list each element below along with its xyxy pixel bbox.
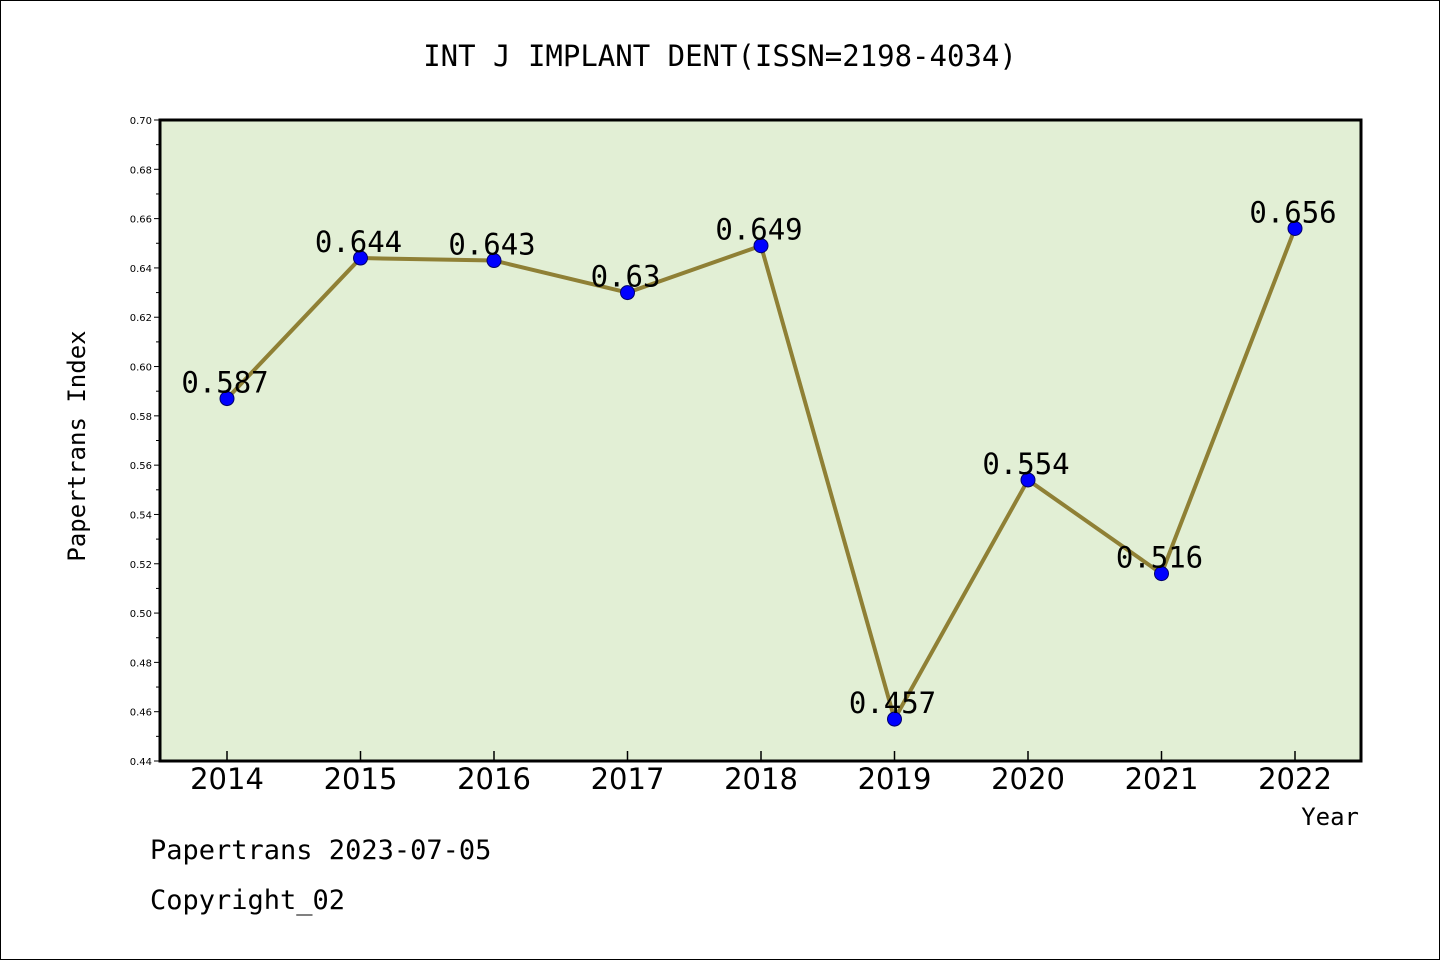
y-tick-label: 0.64 [130, 264, 152, 275]
y-axis-ticks: 0.44 0.46 0.48 0.50 0.52 0.54 0.56 0.58 0.60 0.62… [130, 116, 160, 768]
data-point-marker [887, 711, 902, 727]
data-label: 0.457 [849, 686, 936, 720]
y-tick-label: 0.62 [130, 313, 152, 324]
y-tick-label: 0.70 [130, 116, 152, 127]
data-label: 0.656 [1249, 195, 1336, 229]
plot-area [158, 118, 1363, 763]
data-labels: 0.587 0.644 0.643 0.63 0.649 0.457 0.554 0.516 0… [181, 195, 1336, 720]
data-point-marker [353, 250, 368, 266]
chart-title: INT J IMPLANT DENT(ISSN=2198-4034) [423, 39, 1017, 73]
data-label: 0.516 [1116, 541, 1203, 575]
footer-copyright-text: Copyright_02 [150, 885, 346, 916]
data-label: 0.554 [982, 447, 1069, 481]
data-point-marker [219, 391, 235, 407]
y-tick-label: 0.50 [130, 609, 152, 620]
y-tick-label: 0.52 [130, 560, 152, 571]
x-tick-label: 2019 [858, 762, 932, 796]
x-tick-label: 2018 [724, 762, 798, 796]
x-tick-label: 2021 [1125, 762, 1199, 796]
data-point-marker [753, 238, 769, 254]
footer-date-text: Papertrans 2023-07-05 [150, 835, 492, 866]
data-point-marker [1154, 566, 1169, 582]
x-axis-ticks: 2014 2015 2016 2017 2018 2019 2020 2021 2022 [190, 751, 1332, 796]
x-tick-label: 2022 [1258, 762, 1332, 796]
y-tick-label: 0.58 [130, 412, 152, 423]
y-axis-label: Papertrans Index [63, 330, 91, 561]
y-tick-label: 0.48 [130, 658, 152, 669]
data-label: 0.649 [715, 213, 802, 247]
data-label: 0.643 [448, 228, 535, 262]
y-tick-label: 0.56 [130, 461, 152, 472]
data-point-marker [620, 285, 635, 301]
y-tick-label: 0.44 [130, 757, 152, 768]
y-tick-label: 0.60 [130, 363, 152, 374]
x-tick-label: 2017 [591, 762, 665, 796]
y-tick-label: 0.46 [130, 708, 152, 719]
data-label: 0.587 [181, 366, 268, 400]
x-axis-label: Year [1301, 803, 1359, 831]
data-label: 0.644 [315, 225, 402, 259]
y-tick-label: 0.54 [130, 510, 152, 521]
data-label: 0.63 [591, 260, 661, 294]
data-point-marker [1020, 472, 1036, 488]
data-markers [219, 220, 1303, 727]
x-tick-label: 2015 [324, 762, 398, 796]
x-tick-label: 2014 [190, 762, 264, 796]
x-tick-label: 2020 [991, 762, 1065, 796]
x-tick-label: 2016 [457, 762, 531, 796]
y-tick-label: 0.68 [130, 165, 152, 176]
data-point-marker [1287, 220, 1303, 236]
y-tick-label: 0.66 [130, 215, 152, 226]
data-point-marker [486, 253, 502, 269]
